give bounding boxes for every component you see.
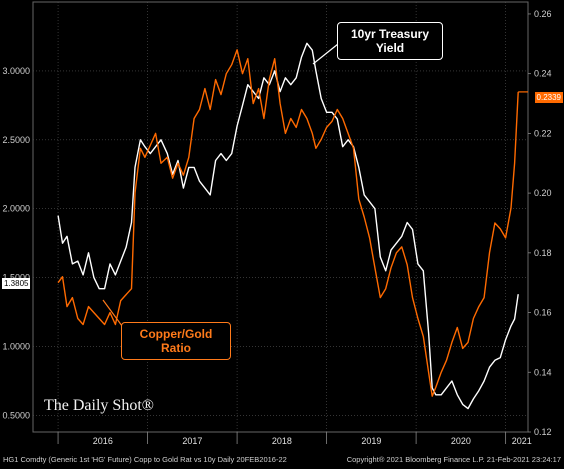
treasury-callout-line-1: 10yr Treasury — [350, 27, 430, 41]
right-tick-label: 0.22 — [534, 128, 552, 138]
right-tick-label: 0.26 — [534, 9, 552, 19]
footer-bar: HG1 Comdty (Generic 1st 'HG' Future) Cop… — [3, 455, 561, 467]
treasury-callout-pointer — [312, 43, 339, 65]
left-tick-label: 1.0000 — [2, 342, 30, 352]
year-label: 2021 — [512, 436, 532, 446]
footer-copyright: Copyright® 2021 Bloomberg Finance L.P. 2… — [346, 455, 561, 464]
right-tick-label: 0.24 — [534, 69, 552, 79]
left-tick-label: 3.0000 — [2, 66, 30, 76]
treasury-callout-line-2: Yield — [375, 41, 405, 55]
left-tick-label: 2.0000 — [2, 204, 30, 214]
series-line-treasury-yield — [57, 42, 519, 410]
right-axis: 0.12 0.14 0.16 0.18 0.20 0.22 0.24 0.26 — [528, 9, 552, 437]
year-label: 2020 — [451, 436, 471, 446]
right-tick-label: 0.12 — [534, 427, 552, 437]
right-tick-label: 0.20 — [534, 188, 552, 198]
year-label: 2019 — [361, 436, 381, 446]
right-tick-label: 0.18 — [534, 248, 552, 258]
copper-gold-callout: Copper/Gold Ratio — [121, 322, 231, 360]
left-axis: 0.5000 1.0000 1.5000 2.0000 2.5000 3.0000 — [2, 66, 30, 421]
right-tick-label: 0.16 — [534, 308, 552, 318]
year-label: 2018 — [272, 436, 292, 446]
year-label: 2017 — [182, 436, 202, 446]
x-axis: 2016 2017 2018 2019 2020 2021 — [57, 432, 532, 446]
treasury-yield-callout: 10yr Treasury Yield — [337, 22, 443, 60]
footer-source: HG1 Comdty (Generic 1st 'HG' Future) Cop… — [3, 455, 287, 464]
copper-callout-line-2: Ratio — [161, 341, 191, 355]
left-tick-label: 0.5000 — [2, 410, 30, 420]
series-line-copper-gold-ratio — [57, 49, 519, 397]
daily-shot-logo: The Daily Shot® — [44, 397, 154, 414]
copper-callout-line-1: Copper/Gold — [139, 327, 213, 341]
plot-frame — [32, 1, 529, 433]
year-label: 2016 — [93, 436, 113, 446]
series-layer — [57, 42, 528, 410]
treasury-last-value-badge: 1.3805 — [2, 278, 31, 289]
copper-last-value-badge: 0.2339 — [534, 92, 563, 103]
left-tick-label: 2.5000 — [2, 135, 30, 145]
left-tick-label: 1.5000 — [2, 273, 30, 283]
right-tick-label: 0.14 — [534, 367, 552, 377]
